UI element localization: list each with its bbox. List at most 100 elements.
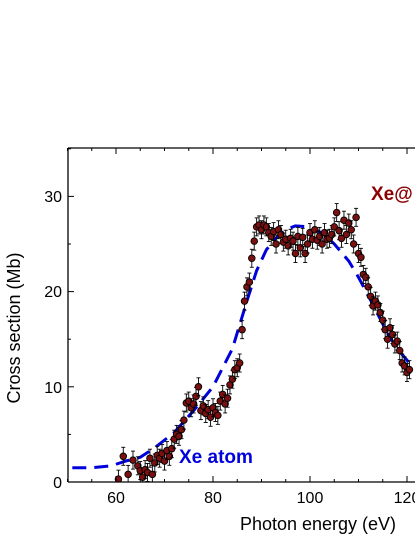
data-marker (320, 228, 329, 237)
xe-atom-dashed-curve (72, 224, 413, 470)
data-point (349, 234, 358, 254)
data-marker (291, 249, 300, 258)
data-point (289, 231, 297, 251)
axes (67, 147, 415, 483)
data-marker (177, 425, 186, 434)
data-marker (347, 225, 355, 234)
data-marker (362, 273, 370, 282)
data-marker (405, 365, 414, 374)
data-marker (330, 223, 339, 231)
annotation-xe-atom: Xe atom (179, 447, 253, 468)
data-marker (194, 383, 203, 391)
data-point (366, 286, 375, 306)
data-point (146, 448, 154, 468)
data-point (235, 353, 244, 373)
x-axis-title: Photon energy (eV) (240, 514, 396, 534)
x-tick-label: 100 (297, 490, 324, 507)
data-marker (298, 233, 307, 242)
data-point (298, 227, 307, 247)
y-tick-label: 10 (44, 380, 62, 397)
data-marker (124, 470, 132, 479)
data-marker (364, 283, 372, 291)
data-marker (240, 297, 249, 305)
y-tick-label: 20 (44, 284, 62, 301)
data-point (332, 203, 341, 223)
data-point (240, 291, 249, 311)
data-point (272, 234, 280, 254)
data-point (238, 320, 246, 340)
data-point (129, 450, 137, 470)
data-point (180, 410, 188, 430)
data-marker (386, 324, 394, 332)
data-marker (332, 208, 341, 217)
x-tick-label: 80 (204, 490, 222, 507)
data-point (192, 386, 200, 406)
data-point (223, 388, 232, 408)
data-point (114, 469, 123, 482)
data-marker (119, 452, 128, 461)
data-point (206, 407, 215, 427)
data-marker (148, 470, 157, 479)
data-marker (345, 219, 353, 227)
y-tick-label: 0 (53, 475, 62, 492)
data-point (347, 220, 355, 240)
data-marker (218, 390, 227, 399)
annotation-xe-endohedral: Xe@ (371, 184, 413, 205)
data-marker (379, 316, 387, 324)
data-marker (180, 416, 188, 424)
data-marker (245, 278, 254, 286)
data-point (245, 272, 254, 292)
data-point (352, 207, 360, 227)
data-marker (214, 411, 222, 420)
data-point (248, 248, 256, 268)
data-point (379, 310, 387, 330)
y-axis-title: Cross section (Mb) (4, 252, 24, 403)
data-point (318, 234, 326, 254)
data-marker (349, 240, 358, 248)
ticks (67, 148, 408, 483)
data-marker (383, 335, 392, 343)
data-point (194, 377, 203, 397)
data-point (124, 464, 132, 482)
data-point (214, 405, 222, 425)
data-marker (175, 432, 183, 441)
data-marker (129, 456, 137, 464)
data-marker (357, 253, 365, 262)
data-point (330, 217, 339, 237)
data-point (168, 439, 176, 459)
x-tick-label: 120 (394, 490, 415, 507)
data-marker (393, 337, 402, 345)
data-marker (366, 292, 375, 301)
data-marker (248, 254, 256, 263)
data-marker (146, 454, 154, 462)
data-point (364, 277, 372, 297)
x-tick-label: 60 (107, 490, 125, 507)
data-marker (114, 475, 123, 482)
data-point (337, 228, 346, 248)
data-point (303, 234, 312, 254)
data-marker (303, 240, 312, 248)
data-point (250, 231, 258, 251)
data-marker (301, 249, 309, 258)
data-marker (206, 413, 215, 422)
data-marker (168, 444, 176, 453)
data-point-layer (114, 203, 414, 482)
data-marker (238, 325, 246, 334)
dashed-curve-layer (72, 224, 413, 470)
data-point (405, 360, 414, 380)
data-point (320, 223, 329, 243)
data-point (228, 369, 237, 389)
data-point (357, 247, 365, 267)
data-point (400, 356, 409, 376)
data-marker (395, 346, 404, 355)
data-marker (352, 213, 360, 222)
data-marker (388, 330, 397, 339)
data-point (291, 244, 300, 263)
data-marker (192, 392, 200, 401)
data-marker (223, 394, 232, 402)
data-point (148, 464, 157, 482)
data-marker (228, 375, 237, 383)
y-tick-label: 30 (44, 189, 62, 206)
data-point (218, 384, 227, 404)
